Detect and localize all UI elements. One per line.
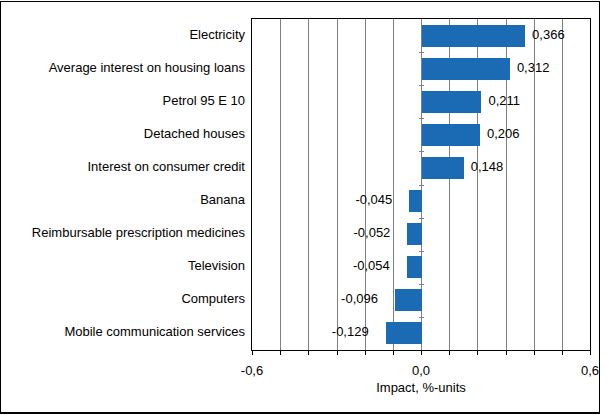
value-label: -0,054 bbox=[353, 258, 390, 273]
x-axis-tick bbox=[393, 351, 394, 355]
gridline bbox=[280, 19, 281, 350]
x-axis-tick bbox=[337, 351, 338, 355]
value-label: -0,096 bbox=[341, 291, 378, 306]
category-boundary-tick bbox=[419, 185, 424, 186]
x-tick-label: 0,0 bbox=[391, 363, 451, 378]
x-tick-label: 0,6 bbox=[560, 363, 607, 378]
x-axis-tick bbox=[252, 351, 253, 355]
category-label: Television bbox=[5, 258, 245, 273]
value-label: -0,052 bbox=[353, 225, 390, 240]
x-axis-tick bbox=[590, 351, 591, 355]
category-boundary-tick bbox=[419, 284, 424, 285]
value-label: 0,366 bbox=[532, 27, 565, 42]
bar-average-interest-on-housing-loans bbox=[422, 58, 510, 80]
category-label: Reimbursable prescription medicines bbox=[5, 225, 245, 240]
category-label: Average interest on housing loans bbox=[5, 60, 245, 75]
bar-mobile-communication-services bbox=[386, 322, 422, 344]
chart-canvas: Electricity Average interest on housing l… bbox=[0, 0, 607, 418]
bar-banana bbox=[409, 190, 422, 212]
x-axis-title: Impact, %-units bbox=[321, 380, 521, 395]
bar-detached-houses bbox=[422, 124, 480, 146]
category-boundary-tick bbox=[419, 85, 424, 86]
category-label: Banana bbox=[5, 192, 245, 207]
x-axis-tick bbox=[365, 351, 366, 355]
value-label: 0,148 bbox=[471, 159, 504, 174]
category-boundary-tick bbox=[419, 151, 424, 152]
gridline bbox=[393, 19, 394, 350]
category-label: Mobile communication services bbox=[5, 324, 245, 339]
x-axis-tick bbox=[534, 351, 535, 355]
x-axis-tick bbox=[562, 351, 563, 355]
category-boundary-tick bbox=[419, 118, 424, 119]
value-label: 0,312 bbox=[517, 60, 550, 75]
category-boundary-tick bbox=[419, 317, 424, 318]
bar-television bbox=[407, 256, 422, 278]
x-axis-tick bbox=[477, 351, 478, 355]
bar-computers bbox=[395, 289, 422, 311]
value-label: -0,045 bbox=[355, 192, 392, 207]
gridline bbox=[337, 19, 338, 350]
x-tick-label: -0,6 bbox=[222, 363, 282, 378]
category-boundary-tick bbox=[419, 218, 424, 219]
gridline bbox=[562, 19, 563, 350]
chart-outer-frame: Electricity Average interest on housing l… bbox=[0, 1, 600, 414]
category-boundary-tick bbox=[419, 52, 424, 53]
value-label: 0,211 bbox=[488, 93, 520, 108]
category-label: Electricity bbox=[5, 27, 245, 42]
gridline bbox=[308, 19, 309, 350]
value-label: -0,129 bbox=[332, 324, 369, 339]
category-boundary-tick bbox=[419, 251, 424, 252]
category-label: Detached houses bbox=[5, 126, 245, 141]
x-axis-tick bbox=[280, 351, 281, 355]
category-label: Petrol 95 E 10 bbox=[5, 93, 245, 108]
bar-interest-on-consumer-credit bbox=[422, 157, 464, 179]
category-label: Interest on consumer credit bbox=[5, 159, 245, 174]
category-label: Computers bbox=[5, 291, 245, 306]
x-axis-tick bbox=[421, 351, 422, 355]
bar-electricity bbox=[422, 25, 525, 47]
x-axis-tick bbox=[449, 351, 450, 355]
value-label: 0,206 bbox=[487, 126, 520, 141]
bar-petrol-95-e-10 bbox=[422, 91, 481, 113]
x-axis-tick bbox=[506, 351, 507, 355]
x-axis-tick bbox=[308, 351, 309, 355]
bar-reimbursable-prescription-medicines bbox=[407, 223, 422, 245]
